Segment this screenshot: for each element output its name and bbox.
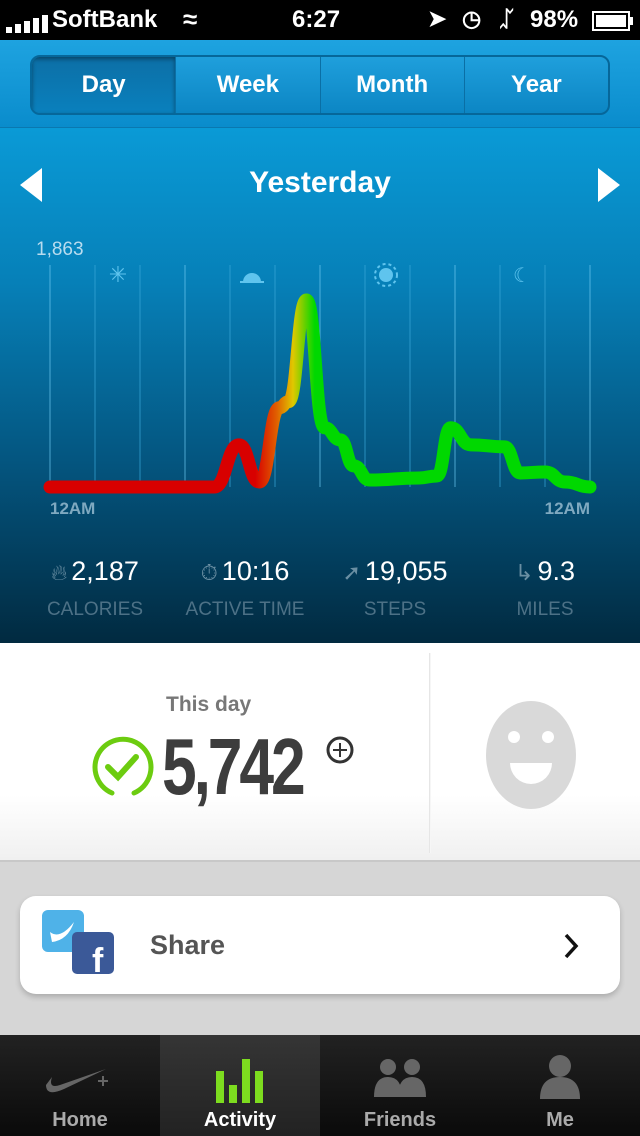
goal-check-icon [92, 736, 154, 796]
stats-row: 🔥︎ 2,187 CALORIES ⏱ 10:16 ACTIVE TIME ➚ 19,05… [0, 556, 640, 621]
calories-label: CALORIES [46, 599, 144, 620]
tab-friends[interactable]: Friends [320, 1035, 480, 1136]
tab-me-label: Me [546, 1109, 574, 1131]
stopwatch-icon: ⏱ [200, 560, 218, 585]
battery-icon [592, 10, 634, 38]
add-fuel-icon[interactable] [325, 735, 355, 765]
carrier: SoftBank [52, 6, 158, 33]
sun-icon [374, 263, 398, 287]
night-star-icon: ✳ [109, 262, 127, 287]
activity-bars-icon [216, 1059, 263, 1103]
miles-label: MILES [516, 599, 574, 620]
stat-calories: 🔥︎ 2,187 CALORIES [20, 556, 170, 621]
active-time-label: ACTIVE TIME [185, 599, 305, 620]
segment-day[interactable]: Day [32, 57, 176, 113]
battery-level: 98% [530, 6, 579, 33]
x-tick-start: 12AM [50, 499, 95, 518]
smiley-icon[interactable] [486, 701, 576, 809]
steps-value: 19,055 [364, 556, 448, 586]
activity-chart: 1,863 ✳ ☾ 12AM 12AM [36, 239, 597, 518]
svg-text:f: f [92, 942, 104, 976]
tab-activity[interactable]: Activity [160, 1035, 320, 1136]
nike-swoosh-icon [46, 1069, 108, 1093]
share-label: Share [150, 930, 226, 960]
road-icon: ↳ [515, 560, 534, 585]
active-time-value: 10:16 [221, 556, 290, 586]
share-button[interactable]: f Share [20, 896, 620, 994]
segment-year[interactable]: Year [463, 57, 608, 113]
previous-day-arrow-icon[interactable] [20, 168, 42, 202]
shoe-icon: ➚ [342, 560, 361, 585]
status-bar: SoftBank ≈ 6:27 ➤ ◷ ᛢ 98% [0, 0, 640, 40]
header: Day Week Month Year [0, 40, 640, 128]
activity-chart-section: Yesterday 1,863 ✳ ☾ 12AM 12AM 🔥︎ 2,187 CAL… [0, 128, 640, 643]
location-icon: ➤ [428, 6, 447, 31]
tab-friends-label: Friends [363, 1109, 437, 1131]
fuel-points-value: 5,742 [162, 722, 306, 811]
segment-month[interactable]: Month [319, 57, 464, 113]
x-tick-end: 12AM [545, 499, 590, 518]
tab-home-label: Home [52, 1109, 108, 1131]
twitter-facebook-icon: f [42, 910, 114, 976]
next-day-arrow-icon[interactable] [598, 168, 620, 202]
stat-steps: ➚ 19,055 STEPS [320, 556, 470, 621]
calories-value: 2,187 [71, 556, 139, 586]
chevron-right-icon [564, 933, 579, 959]
tab-bar: Home Activity Friends Me [0, 1035, 640, 1136]
profile-icon [540, 1055, 580, 1099]
signal-icon [6, 12, 48, 40]
date-title: Yesterday [249, 166, 391, 199]
fuel-summary-card: This day 5,742 [0, 643, 640, 862]
stat-miles: ↳ 9.3 MILES [470, 556, 620, 621]
friends-icon [374, 1059, 426, 1097]
flame-icon: 🔥︎ [51, 560, 68, 585]
this-day-label: This day [166, 693, 252, 716]
alarm-icon: ◷ [462, 6, 482, 31]
segment-week[interactable]: Week [175, 57, 319, 113]
period-segmented-control: Day Week Month Year [30, 55, 610, 115]
tab-activity-label: Activity [203, 1109, 277, 1131]
miles-value: 9.3 [537, 556, 575, 586]
steps-label: STEPS [363, 599, 427, 620]
card-divider [429, 653, 431, 853]
tab-home[interactable]: Home [0, 1035, 160, 1136]
clock: 6:27 [292, 6, 341, 33]
stat-active-time: ⏱ 10:16 ACTIVE TIME [170, 556, 320, 621]
moon-icon: ☾ [513, 265, 531, 287]
tab-me[interactable]: Me [480, 1035, 640, 1136]
y-max-label: 1,863 [36, 239, 84, 260]
wifi-icon: ≈ [183, 4, 198, 34]
bluetooth-icon: ᛢ [500, 6, 514, 31]
sunrise-icon [240, 273, 264, 283]
activity-line [43, 293, 597, 494]
